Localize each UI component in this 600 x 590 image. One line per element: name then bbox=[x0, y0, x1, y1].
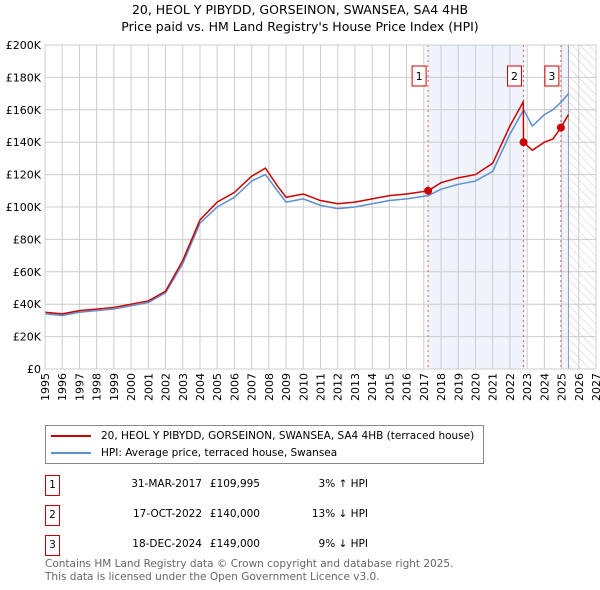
x-tick-label: 2008 bbox=[263, 373, 276, 401]
legend-swatch-blue bbox=[51, 451, 91, 454]
x-tick-label: 2025 bbox=[556, 373, 569, 401]
marker-badge: 1 bbox=[45, 475, 60, 496]
x-tick-label: 2001 bbox=[142, 373, 155, 401]
sale-label: 3 bbox=[548, 70, 555, 83]
y-tick-label: £100K bbox=[6, 201, 42, 214]
x-tick-label: 2016 bbox=[401, 373, 414, 401]
hpi-diff: 9% ↓ HPI bbox=[318, 538, 368, 550]
y-tick-label: £160K bbox=[6, 104, 42, 117]
x-tick-label: 2019 bbox=[452, 373, 465, 401]
chart-title: 20, HEOL Y PIBYDD, GORSEINON, SWANSEA, S… bbox=[131, 2, 469, 17]
chart-subtitle: Price paid vs. HM Land Registry's House … bbox=[121, 19, 479, 34]
sale-point bbox=[424, 186, 433, 195]
x-tick-label: 1997 bbox=[73, 373, 86, 401]
marker-badge: 3 bbox=[45, 535, 60, 556]
x-tick-label: 2010 bbox=[297, 373, 310, 401]
price: £140,000 bbox=[209, 508, 260, 520]
sale-label-box bbox=[544, 65, 560, 87]
price: £109,995 bbox=[209, 478, 260, 490]
y-tick-label: £60K bbox=[13, 266, 42, 279]
x-tick-label: 2023 bbox=[521, 373, 534, 401]
x-tick-label: 2015 bbox=[383, 373, 396, 401]
x-tick-label: 1999 bbox=[108, 373, 121, 401]
y-tick-label: £120K bbox=[6, 169, 42, 182]
date: 18-DEC-2024 bbox=[132, 538, 202, 550]
sale-label: 1 bbox=[416, 70, 423, 83]
y-tick-label: £0 bbox=[27, 363, 41, 376]
x-tick-label: 2020 bbox=[469, 373, 482, 401]
y-tick-label: £20K bbox=[13, 331, 42, 344]
x-tick-label: 2024 bbox=[538, 373, 551, 401]
legend-item-property: 20, HEOL Y PIBYDD, GORSEINON, SWANSEA, S… bbox=[46, 427, 474, 444]
x-tick-label: 2011 bbox=[315, 373, 328, 401]
legend-swatch-red bbox=[51, 434, 91, 437]
sale-label-box bbox=[507, 65, 523, 87]
y-tick-label: £140K bbox=[6, 136, 42, 149]
x-tick-label: 2013 bbox=[349, 373, 362, 401]
x-tick-label: 2003 bbox=[177, 373, 190, 401]
x-tick-label: 2021 bbox=[487, 373, 500, 401]
x-tick-label: 2027 bbox=[590, 373, 600, 401]
x-tick-label: 2012 bbox=[332, 373, 345, 401]
x-tick-label: 2009 bbox=[280, 373, 293, 401]
date: 31-MAR-2017 bbox=[131, 478, 202, 490]
y-tick-label: £80K bbox=[13, 233, 42, 246]
x-tick-label: 2007 bbox=[246, 373, 259, 401]
x-tick-label: 1998 bbox=[91, 373, 104, 401]
legend-label: HPI: Average price, terraced house, Swan… bbox=[101, 446, 338, 459]
x-tick-label: 2026 bbox=[573, 373, 586, 401]
x-tick-label: 2000 bbox=[125, 373, 138, 401]
legend: 20, HEOL Y PIBYDD, GORSEINON, SWANSEA, S… bbox=[45, 425, 484, 464]
x-tick-label: 1996 bbox=[56, 373, 69, 401]
hpi-line bbox=[44, 93, 570, 317]
price: £149,000 bbox=[209, 538, 260, 550]
legend-item-hpi: HPI: Average price, terraced house, Swan… bbox=[46, 444, 337, 461]
price-chart: 1995 1996 1997 1998 1999 2000 2001 2002 2003 2004… bbox=[6, 39, 600, 401]
x-tick-label: 2022 bbox=[504, 373, 517, 401]
x-tick-label: 2005 bbox=[211, 373, 224, 401]
property-price-line bbox=[44, 98, 570, 315]
footer-line: Contains HM Land Registry data © Crown c… bbox=[45, 558, 454, 570]
x-tick-label: 2018 bbox=[435, 373, 448, 401]
hpi-diff: 13% ↓ HPI bbox=[311, 508, 368, 520]
transaction-row: 3 18-DEC-2024 £149,000 9% ↓ HPI bbox=[45, 535, 445, 556]
x-tick-label: 2014 bbox=[366, 373, 379, 401]
footer: Contains HM Land Registry data © Crown c… bbox=[45, 558, 453, 584]
date: 17-OCT-2022 bbox=[133, 508, 202, 520]
x-tick-label: 2004 bbox=[194, 373, 207, 401]
x-tick-label: 2006 bbox=[228, 373, 241, 401]
legend-label: 20, HEOL Y PIBYDD, GORSEINON, SWANSEA, S… bbox=[101, 429, 475, 442]
transaction-row: 1 31-MAR-2017 £109,995 3% ↑ HPI bbox=[45, 475, 445, 496]
sale-label: 2 bbox=[511, 70, 518, 83]
marker-badge: 2 bbox=[45, 505, 60, 526]
sale-point bbox=[519, 138, 528, 147]
y-tick-label: £200K bbox=[6, 39, 42, 52]
x-tick-label: 2017 bbox=[418, 373, 431, 401]
x-tick-label: 2002 bbox=[160, 373, 173, 401]
sale-label-box bbox=[411, 65, 427, 87]
transaction-row: 2 17-OCT-2022 £140,000 13% ↓ HPI bbox=[45, 505, 445, 526]
y-tick-label: £40K bbox=[13, 298, 42, 311]
sale-point bbox=[556, 123, 565, 132]
footer-line: This data is licensed under the Open Gov… bbox=[45, 571, 380, 583]
hpi-diff: 3% ↑ HPI bbox=[318, 478, 368, 490]
plot-frame bbox=[44, 44, 597, 370]
y-tick-label: £180K bbox=[6, 71, 42, 84]
x-tick-label: 1995 bbox=[39, 373, 52, 401]
